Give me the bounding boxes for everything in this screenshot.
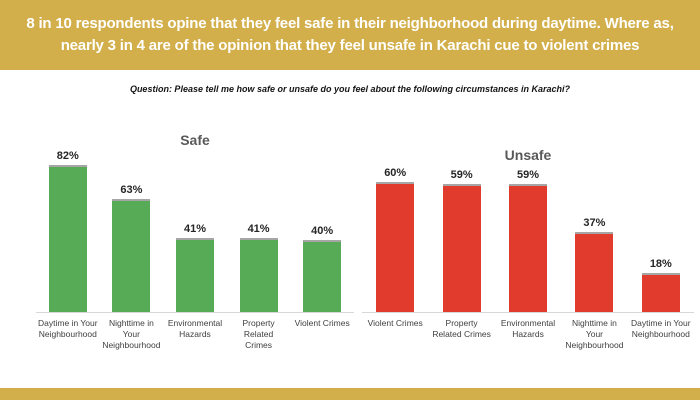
bar-safe-daytime xyxy=(48,165,87,312)
category-label: Daytime in Your Neighbourhood xyxy=(38,318,98,339)
data-label: 60% xyxy=(384,167,407,180)
category-label: Violent Crimes xyxy=(367,318,423,328)
chart-title-unsafe: Unsafe xyxy=(504,147,552,163)
bar-column: 59% xyxy=(495,165,561,312)
category-label: Daytime in Your Neighbourhood xyxy=(631,318,691,339)
bar-column: 37% xyxy=(561,165,627,312)
unsafe-bar-chart: Unsafe 60% 59% 59% 37% 18% xyxy=(362,145,694,351)
bar-safe-environmental xyxy=(175,238,214,312)
bar-column: 18% xyxy=(628,165,694,312)
bar-column: 41% xyxy=(227,150,291,312)
survey-question: Question: Please tell me how safe or uns… xyxy=(129,84,571,94)
data-label: 37% xyxy=(583,217,606,230)
data-label: 41% xyxy=(247,223,270,236)
bar-column: 40% xyxy=(290,150,354,312)
safe-bar-chart: Safe 82% 63% 41% 41% 40% xyxy=(36,130,354,351)
bar-unsafe-daytime xyxy=(641,273,680,312)
category-label: Nighttime in Your Neighbourhood xyxy=(565,318,624,350)
headline-banner: 8 in 10 respondents opine that they feel… xyxy=(0,0,700,70)
category-label: Nighttime in Your Neighbourhood xyxy=(102,318,161,350)
bar-safe-nighttime xyxy=(112,198,151,312)
footer-accent-bar xyxy=(0,388,700,400)
category-label: Environmental Hazards xyxy=(500,318,556,339)
unsafe-plot-area: 60% 59% 59% 37% 18% xyxy=(362,165,694,313)
bar-column: 82% xyxy=(36,150,100,312)
category-label: Violent Crimes xyxy=(294,318,350,328)
data-label: 63% xyxy=(120,183,143,196)
safe-plot-area: 82% 63% 41% 41% 40% xyxy=(36,150,354,313)
data-label: 82% xyxy=(56,150,79,162)
headline-line1: 8 in 10 respondents opine that they feel… xyxy=(26,15,674,32)
bar-column: 63% xyxy=(100,150,164,312)
bar-column: 60% xyxy=(362,165,428,312)
category-label: Property Related Crimes xyxy=(242,318,275,350)
data-label: 59% xyxy=(517,169,540,182)
category-label: Environmental Hazards xyxy=(167,318,223,339)
bar-safe-violent xyxy=(303,240,342,312)
safe-category-axis: Daytime in Your Neighbourhood Nighttime … xyxy=(36,313,354,351)
bar-column: 41% xyxy=(163,150,227,312)
bar-unsafe-nighttime xyxy=(575,232,614,312)
chart-title-safe: Safe xyxy=(180,132,210,148)
bar-unsafe-environmental xyxy=(509,184,548,312)
bar-unsafe-violent xyxy=(376,182,415,312)
bar-safe-property xyxy=(239,238,278,312)
data-label: 41% xyxy=(183,223,206,236)
data-label: 40% xyxy=(311,225,334,238)
headline-line2: nearly 3 in 4 are of the opinion that th… xyxy=(60,37,640,54)
bar-unsafe-property xyxy=(442,184,481,312)
bar-column: 59% xyxy=(428,165,494,312)
data-label: 59% xyxy=(450,169,473,182)
data-label: 18% xyxy=(649,258,672,271)
category-label: Property Related Crimes xyxy=(432,318,491,339)
unsafe-category-axis: Violent Crimes Property Related Crimes E… xyxy=(362,313,694,351)
